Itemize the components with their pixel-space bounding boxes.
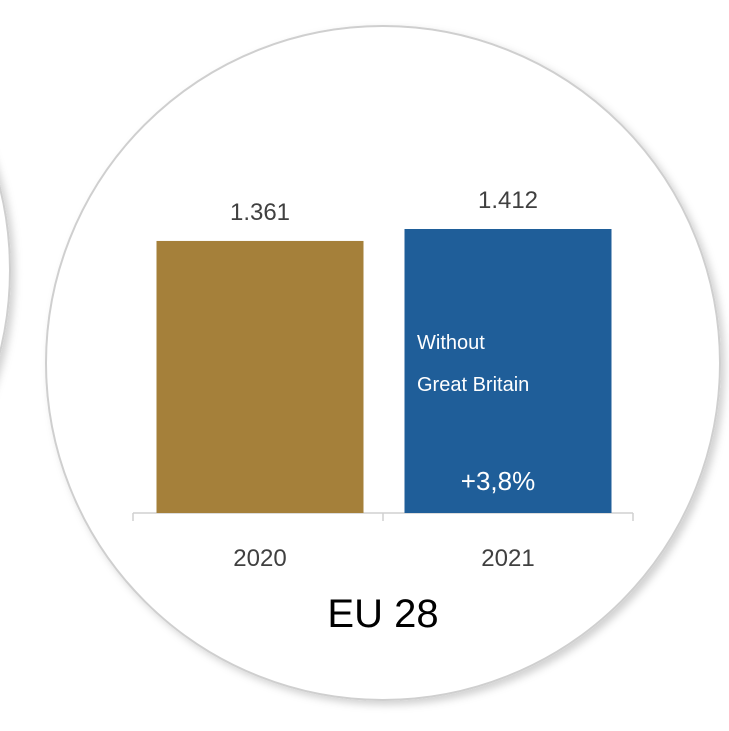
category-label-2021: 2021	[481, 545, 534, 572]
chart-circle	[45, 25, 721, 701]
chart-title: EU 28	[327, 592, 438, 636]
value-label-2021: 1.412	[478, 187, 538, 214]
adjacent-circle-left	[0, 184, 11, 356]
bar-2020	[156, 240, 364, 513]
category-label-2020: 2020	[233, 545, 286, 572]
bar-annotation-line2: Great Britain	[417, 374, 529, 396]
bar-annotation-line1: Without	[417, 332, 485, 354]
value-label-2020: 1.361	[230, 199, 290, 226]
bar-annotation-change: +3,8%	[461, 466, 535, 496]
bar-2021	[404, 229, 612, 513]
